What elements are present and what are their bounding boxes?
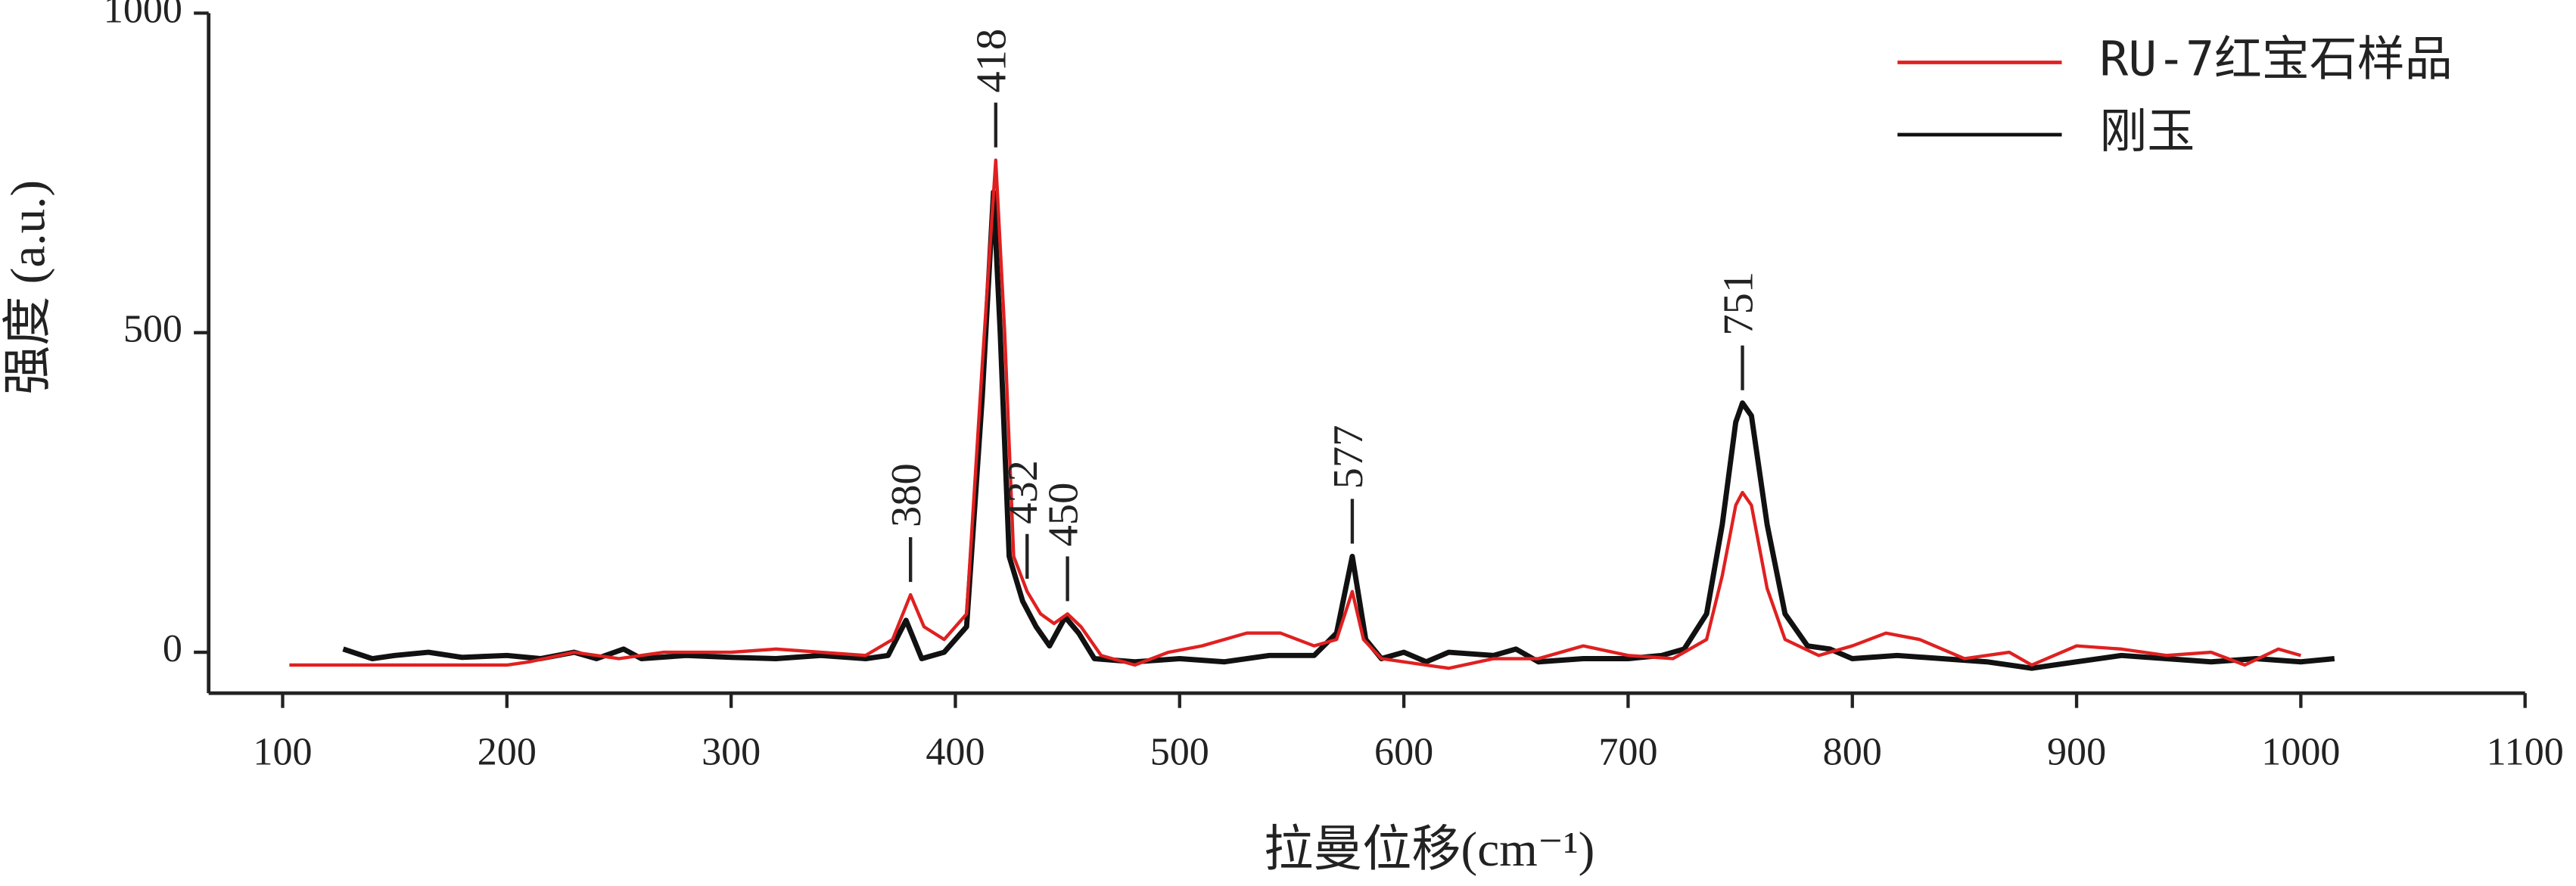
x-tick-label: 1100 bbox=[2487, 731, 2564, 774]
peak-label: 450 bbox=[1041, 483, 1087, 547]
x-axis-label: 拉曼位移(cm⁻¹) bbox=[1264, 822, 1594, 877]
y-tick-label: 0 bbox=[163, 627, 182, 670]
x-tick-label: 100 bbox=[253, 731, 312, 774]
x-tick-label: 200 bbox=[478, 731, 537, 774]
y-axis-label: 强度 (a.u.) bbox=[1, 180, 55, 395]
y-tick-label: 1000 bbox=[104, 0, 182, 31]
series-line bbox=[342, 189, 2335, 671]
peak-label: 751 bbox=[1715, 272, 1762, 336]
y-tick-label: 500 bbox=[123, 308, 182, 351]
peak-label: 380 bbox=[883, 463, 930, 527]
peak-label: 418 bbox=[969, 29, 1016, 93]
x-tick-label: 700 bbox=[1598, 731, 1657, 774]
x-tick-label: 800 bbox=[1823, 731, 1882, 774]
legend-label: 刚玉 bbox=[2099, 104, 2195, 159]
legend-label: RU-7红宝石样品 bbox=[2099, 32, 2452, 87]
x-tick-label: 900 bbox=[2047, 731, 2106, 774]
x-tick-label: 500 bbox=[1150, 731, 1209, 774]
peak-label: 577 bbox=[1325, 425, 1372, 490]
x-tick-label: 400 bbox=[926, 731, 985, 774]
peak-label: 432 bbox=[1000, 460, 1047, 524]
x-tick-label: 1000 bbox=[2261, 731, 2340, 774]
series-line bbox=[289, 158, 2301, 670]
x-tick-label: 300 bbox=[702, 731, 761, 774]
x-tick-label: 600 bbox=[1374, 731, 1433, 774]
